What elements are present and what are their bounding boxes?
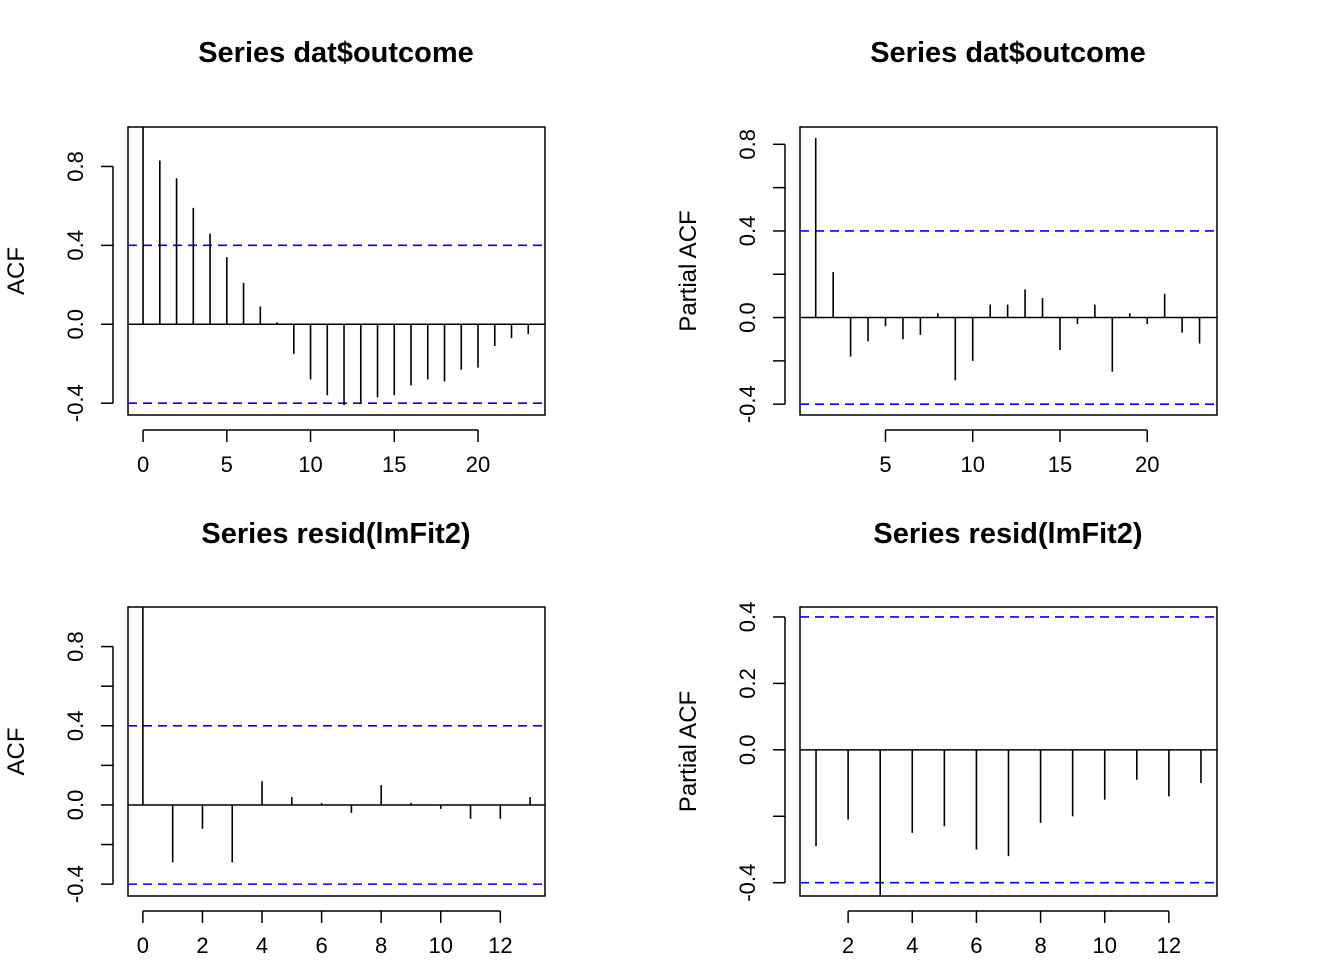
x-tick-label: 12 bbox=[488, 933, 512, 958]
chart-title: Series resid(lmFit2) bbox=[873, 518, 1142, 550]
y-tick-label: 0.0 bbox=[63, 309, 88, 340]
x-tick-label: 5 bbox=[221, 452, 233, 477]
x-tick-label: 2 bbox=[842, 933, 854, 958]
chart-title: Series dat$outcome bbox=[198, 37, 474, 69]
y-tick-label: 0.4 bbox=[735, 216, 760, 247]
y-tick-label: -0.4 bbox=[63, 865, 88, 903]
chart-panel-4: Series resid(lmFit2) Partial ACF -0.4 0.0 0.… bbox=[675, 518, 1218, 958]
x-tick-label: 4 bbox=[256, 933, 268, 958]
x-tick-label: 5 bbox=[879, 452, 891, 477]
x-tick-label: 12 bbox=[1157, 933, 1181, 958]
chart-panel-1: Series dat$outcome ACF -0.4 0.0 0.4 0.8 0 5 10 15… bbox=[3, 37, 546, 477]
y-tick-label: 0.4 bbox=[735, 602, 760, 633]
x-tick-label: 15 bbox=[382, 452, 406, 477]
plot-frame bbox=[127, 606, 546, 897]
y-tick-label: 0.4 bbox=[63, 230, 88, 261]
chart-title: Series dat$outcome bbox=[870, 37, 1146, 69]
y-tick-label: 0.0 bbox=[735, 735, 760, 766]
plot-frame bbox=[799, 126, 1218, 416]
x-tick-label: 15 bbox=[1048, 452, 1072, 477]
x-tick-label: 0 bbox=[137, 452, 149, 477]
chart-panel-3: Series resid(lmFit2) ACF -0.4 0.0 0.4 0.8 0 2 4 6… bbox=[3, 518, 546, 958]
y-tick-label: 0.2 bbox=[735, 668, 760, 699]
x-tick-label: 10 bbox=[429, 933, 453, 958]
y-tick-label: 0.8 bbox=[735, 129, 760, 160]
y-axis-label: ACF bbox=[3, 728, 30, 776]
plot-frame bbox=[799, 606, 1218, 897]
plot-frame bbox=[127, 126, 546, 416]
y-tick-label: 0.0 bbox=[63, 790, 88, 821]
x-tick-label: 2 bbox=[196, 933, 208, 958]
chart-title: Series resid(lmFit2) bbox=[201, 518, 470, 550]
y-tick-label: 0.8 bbox=[63, 631, 88, 662]
x-tick-label: 10 bbox=[960, 452, 984, 477]
y-tick-label: 0.0 bbox=[735, 302, 760, 333]
x-tick-label: 8 bbox=[375, 933, 387, 958]
y-tick-label: 0.4 bbox=[63, 710, 88, 741]
y-tick-label: -0.4 bbox=[63, 384, 88, 422]
x-tick-label: 10 bbox=[298, 452, 322, 477]
y-tick-label: 0.8 bbox=[63, 151, 88, 182]
x-tick-label: 4 bbox=[906, 933, 918, 958]
x-tick-label: 6 bbox=[970, 933, 982, 958]
y-tick-label: -0.4 bbox=[735, 385, 760, 423]
x-tick-label: 6 bbox=[315, 933, 327, 958]
y-tick-label: -0.4 bbox=[735, 864, 760, 902]
x-tick-label: 20 bbox=[466, 452, 490, 477]
x-tick-label: 20 bbox=[1135, 452, 1159, 477]
x-tick-label: 10 bbox=[1092, 933, 1116, 958]
y-axis-label: Partial ACF bbox=[675, 691, 702, 812]
x-tick-label: 8 bbox=[1034, 933, 1046, 958]
y-axis-label: ACF bbox=[3, 247, 30, 295]
y-axis-label: Partial ACF bbox=[675, 210, 702, 331]
x-tick-label: 0 bbox=[137, 933, 149, 958]
chart-panel-2: Series dat$outcome Partial ACF -0.4 0.0 0.4 0… bbox=[675, 37, 1218, 477]
